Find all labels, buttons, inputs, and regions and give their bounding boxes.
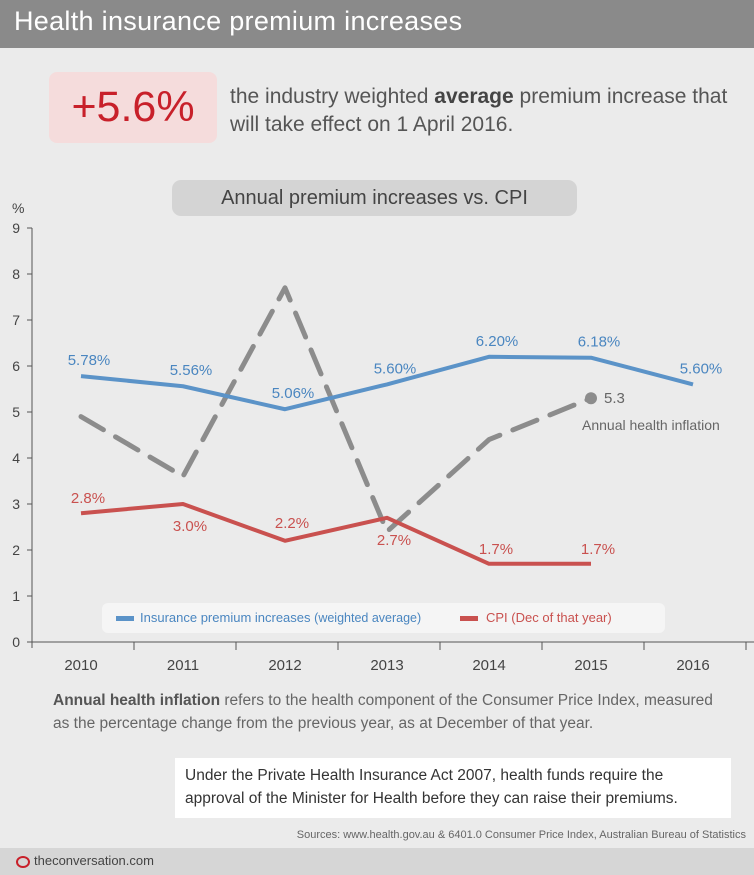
sources-text: Sources: www.health.gov.au & 6401.0 Cons… [296,829,746,841]
y-tick-label: 5 [12,404,20,420]
y-tick-label: 7 [12,312,20,328]
health-inflation-series-label: Annual health inflation [582,417,720,433]
x-tick-label: 2010 [64,657,97,674]
legend-swatch-cpi [460,616,478,621]
y-tick-label: 4 [12,450,20,466]
series-line-health-inflation [78,285,594,535]
y-tick-label: 0 [12,634,20,650]
page-title: Health insurance premium increases [14,6,463,36]
y-tick-label: 9 [12,220,20,236]
kpi-value: +5.6% [71,83,195,131]
premium-data-label: 6.18% [578,334,621,351]
legend-item-cpi: CPI (Dec of that year) [486,603,612,633]
inflation-note: Annual health inflation refers to the he… [53,689,733,735]
legend-item-premium: Insurance premium increases (weighted av… [140,603,421,633]
premium-data-label: 5.06% [272,385,315,402]
premium-data-label: 6.20% [476,333,519,350]
cpi-data-label: 2.2% [275,515,309,532]
legend-label-premium: Insurance premium increases [140,610,311,625]
legend-label-cpi: CPI (Dec of that year) [486,610,612,625]
x-tick-label: 2014 [472,657,505,674]
x-tick-label: 2012 [268,657,301,674]
cpi-data-label: 3.0% [173,518,207,535]
inflation-note-text: refers to the health component of the Co… [53,692,713,732]
inflation-note-bold: Annual health inflation [53,692,221,709]
x-tick-label: 2015 [574,657,607,674]
chart-legend: Insurance premium increases (weighted av… [102,603,665,633]
y-tick-label: 1 [12,588,20,604]
act-callout: Under the Private Health Insurance Act 2… [175,758,731,818]
legend-swatch-premium [116,616,134,621]
premium-data-label: 5.60% [680,360,723,377]
cpi-data-label: 1.7% [479,541,513,558]
series-line-premium [80,354,694,412]
kpi-box: +5.6% [49,72,217,143]
kpi-desc-post: premium increase that will take effect o… [230,85,728,136]
y-tick-label: 3 [12,496,20,512]
y-axis-label: % [12,200,24,216]
premium-data-label: 5.78% [68,352,111,369]
y-tick-label: 2 [12,542,20,558]
cpi-data-label: 2.8% [71,490,105,507]
premium-data-label: 5.56% [170,362,213,379]
cpi-data-label: 2.7% [377,532,411,549]
page-header: Health insurance premium increases [0,0,754,48]
x-tick-label: 2016 [676,657,709,674]
conversation-logo-icon [16,856,30,868]
cpi-data-label: 1.7% [581,541,615,558]
act-callout-text: Under the Private Health Insurance Act 2… [185,767,678,807]
kpi-desc-bold: average [434,85,514,108]
y-tick-label: 8 [12,266,20,282]
health-inflation-end-point [585,392,597,405]
footer-logo-text[interactable]: theconversation.com [34,853,154,868]
kpi-description: the industry weighted average premium in… [230,83,730,139]
kpi-desc-pre: the industry weighted [230,85,435,108]
chart-title: Annual premium increases vs. CPI [221,187,528,209]
legend-label-premium-suffix: (weighted average) [314,611,422,625]
health-inflation-end-label: 5.3 [604,390,625,407]
x-tick-label: 2013 [370,657,403,674]
series-line-cpi [80,502,591,566]
x-tick-label: 2011 [167,657,199,674]
line-chart: % 0 1 2 3 4 5 6 7 8 9 2010 2011 2012 2013 2014 2015 2016 5… [12,200,754,674]
y-tick-label: 6 [12,358,20,374]
premium-data-label: 5.60% [374,360,417,377]
chart-title-box: Annual premium increases vs. CPI [172,180,577,216]
footer: theconversation.com [0,848,754,875]
